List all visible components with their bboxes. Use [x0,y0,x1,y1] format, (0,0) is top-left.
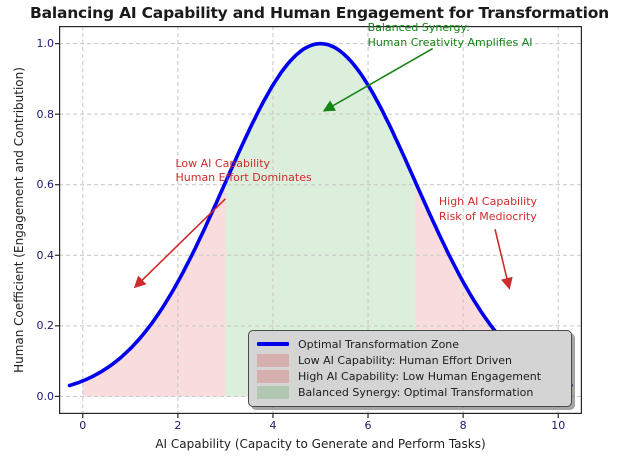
legend-swatch [257,353,289,367]
annotation-arrow-2 [322,47,434,112]
legend-swatch [257,386,289,400]
annotation-arrow-1 [494,228,513,290]
y-tick-label: 0.6 [36,178,55,192]
y-tick-label: 0.4 [36,248,55,262]
x-tick-label: 0 [79,419,87,432]
legend-item-1: Low AI Capability: Human Effort Driven [257,352,563,368]
legend-item-2: High AI Capability: Low Human Engagement [257,369,563,385]
legend-item-0: Optimal Transformation Zone [257,336,563,352]
legend: Optimal Transformation Zone Low AI Capabi… [248,330,572,407]
annotation-text-0: Low AI Capability Human Effort Dominates [175,156,312,184]
y-tick-label: 1.0 [36,37,55,51]
y-tick-label: 0.8 [36,107,55,121]
annotation-text-2: Balanced Synergy: Human Creativity Ampli… [367,21,533,49]
x-axis-label: AI Capability (Capacity to Generate and … [155,437,486,451]
legend-label: High AI Capability: Low Human Engagement [298,370,542,384]
y-tick-label: 0.0 [36,389,55,403]
annotation-text-1: High AI Capability Risk of Mediocrity [438,195,538,223]
annotation-arrow-0 [133,198,226,289]
x-tick-label: 6 [364,419,372,432]
x-tick-label: 4 [269,419,277,432]
x-tick-label: 2 [174,419,182,432]
region-fill-0 [82,182,226,397]
legend-label: Low AI Capability: Human Effort Driven [298,353,513,367]
chart-title: Balancing AI Capability and Human Engage… [29,4,610,22]
legend-swatch [257,370,289,384]
y-axis-label: Human Coefficient (Engagement and Contri… [12,67,26,373]
y-tick-label: 0.2 [36,319,55,333]
x-tick-label: 10 [551,419,566,432]
x-tick-label: 8 [459,419,467,432]
legend-label: Optimal Transformation Zone [298,337,460,351]
legend-swatch [257,342,289,346]
axes-spines [59,26,582,414]
curve-path [67,41,573,388]
legend-label: Balanced Synergy: Optimal Transformation [298,386,534,400]
legend-item-3: Balanced Synergy: Optimal Transformation [257,385,563,401]
